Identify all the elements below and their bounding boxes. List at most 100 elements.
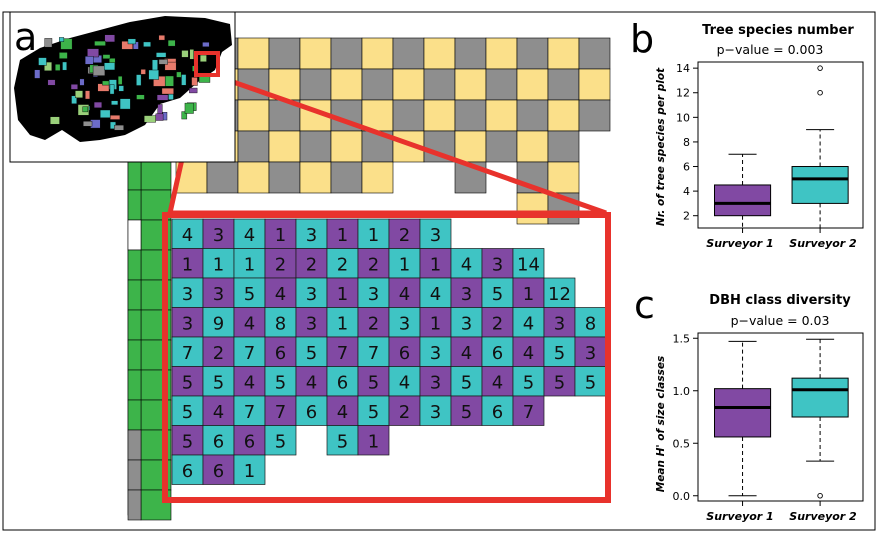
- panel-c: c DBH class diversity p−value = 0.03 Mea…: [634, 283, 864, 523]
- inset-parcel: [140, 69, 146, 75]
- chart-b-plot: 2 4 6 8 10 12 14: [676, 61, 864, 233]
- inset-parcel: [82, 106, 89, 113]
- plot-cell-value: 6: [182, 461, 193, 482]
- inset-parcel: [70, 84, 78, 90]
- background-cell: [547, 130, 580, 163]
- inset-parcel: [143, 41, 151, 47]
- y-tick-label: 0.0: [673, 490, 691, 503]
- plot-cell-value: 4: [461, 254, 472, 275]
- plot-cell: [357, 425, 390, 456]
- panel-a: 4 3 4 1 3 1 1 2 31 1 1 2 2 2 2 1 1 4 3 143 3 5 4 3 1 3 4 4 3 5 1 123 9 4 8…: [9, 11, 611, 521]
- plot-cell-value: 5: [213, 372, 224, 393]
- plot-frame: [697, 332, 864, 502]
- plot-cell: [326, 425, 359, 456]
- plot-cell-value: 3: [461, 313, 472, 334]
- plot-cell: [326, 336, 359, 367]
- plot-cell-value: 1: [244, 254, 255, 275]
- background-cell: [454, 37, 487, 70]
- plot-cell-value: 6: [492, 343, 503, 364]
- plot-cell: [450, 336, 483, 367]
- inset-parcel: [121, 41, 133, 50]
- inset-parcel: [162, 112, 168, 121]
- plot-cell-value: 3: [461, 284, 472, 305]
- plot-cell: [481, 248, 514, 279]
- inset-parcel: [38, 57, 47, 66]
- y-tick-label: 14: [676, 62, 690, 75]
- edge-strip-cell: [127, 339, 142, 371]
- inset-parcel: [102, 54, 111, 59]
- inset-parcel: [87, 48, 99, 58]
- inset-parcel: [157, 104, 163, 116]
- plot-cell: [202, 336, 235, 367]
- plot-cell-value: 3: [306, 313, 317, 334]
- plot-cell: [450, 395, 483, 426]
- background-cell: [516, 37, 549, 70]
- plot-cell-value: 4: [399, 372, 410, 393]
- background-cell: [361, 161, 394, 194]
- plot-cell-value: 5: [182, 431, 193, 452]
- inset-parcel: [156, 94, 169, 101]
- plot-cell-value: 5: [244, 284, 255, 305]
- plot-cell-value: 2: [492, 313, 503, 334]
- inset-parcel: [85, 90, 91, 100]
- plot-cell-value: 2: [213, 343, 224, 364]
- plot-cell: [543, 366, 576, 397]
- plot-cell-value: 2: [399, 402, 410, 423]
- inset-parcel: [156, 52, 167, 58]
- outlier-point: [817, 89, 823, 96]
- plot-cell-value: 3: [368, 284, 379, 305]
- plot-cell-value: 2: [368, 254, 379, 275]
- background-cell: [299, 130, 332, 163]
- inset-parcel: [148, 69, 159, 80]
- plot-cell-value: 3: [213, 225, 224, 246]
- plot-cell-value: 3: [430, 372, 441, 393]
- plot-cell-value: 6: [213, 461, 224, 482]
- plot-cell: [233, 277, 266, 308]
- plot-cell-value: 5: [182, 372, 193, 393]
- inset-parcel: [164, 61, 177, 71]
- plot-cell: [419, 336, 452, 367]
- plot-cell: [419, 277, 452, 308]
- inset-parcel: [109, 114, 121, 120]
- plot-cell: [357, 277, 390, 308]
- plot-cell-value: 3: [585, 343, 596, 364]
- background-cell: [268, 37, 301, 70]
- plot-cell-value: 5: [306, 343, 317, 364]
- inset-parcel: [58, 52, 68, 59]
- plot-cell-value: 3: [430, 343, 441, 364]
- edge-strip-cell: [127, 279, 142, 311]
- chart-c-plot: 0.0 0.5 1.0 1.5: [673, 332, 864, 506]
- plot-cell-value: 5: [523, 372, 534, 393]
- plot-cell: [171, 277, 204, 308]
- plot-cell-value: 3: [554, 313, 565, 334]
- plot-cell-value: 1: [337, 225, 348, 246]
- plot-cell: [357, 395, 390, 426]
- edge-strip-cell: [127, 189, 142, 221]
- plot-cell-value: 8: [585, 313, 596, 334]
- plot-cell-value: 7: [275, 402, 286, 423]
- plot-cell: [419, 395, 452, 426]
- plot-cell-value: 6: [399, 343, 410, 364]
- background-cell: [516, 68, 549, 101]
- background-cell: [330, 37, 363, 70]
- inset-parcel: [104, 34, 115, 43]
- background-cell: [516, 99, 549, 132]
- chart-c-title: DBH class diversity: [709, 293, 851, 308]
- inset-parcel: [167, 39, 176, 47]
- plot-cell-value: 2: [275, 254, 286, 275]
- plot-cell-value: 5: [554, 343, 565, 364]
- plot-cell: [388, 218, 421, 249]
- background-cell: [454, 68, 487, 101]
- background-cell: [516, 130, 549, 163]
- box-1: [714, 388, 772, 438]
- background-cell: [423, 99, 456, 132]
- plot-cell: [171, 307, 204, 338]
- plot-cell: [388, 307, 421, 338]
- background-cell: [299, 68, 332, 101]
- background-cell: [392, 68, 425, 101]
- inset-parcel: [55, 64, 61, 71]
- plot-cell: [419, 218, 452, 249]
- inset-parcel: [189, 87, 198, 94]
- plot-cell: [202, 218, 235, 249]
